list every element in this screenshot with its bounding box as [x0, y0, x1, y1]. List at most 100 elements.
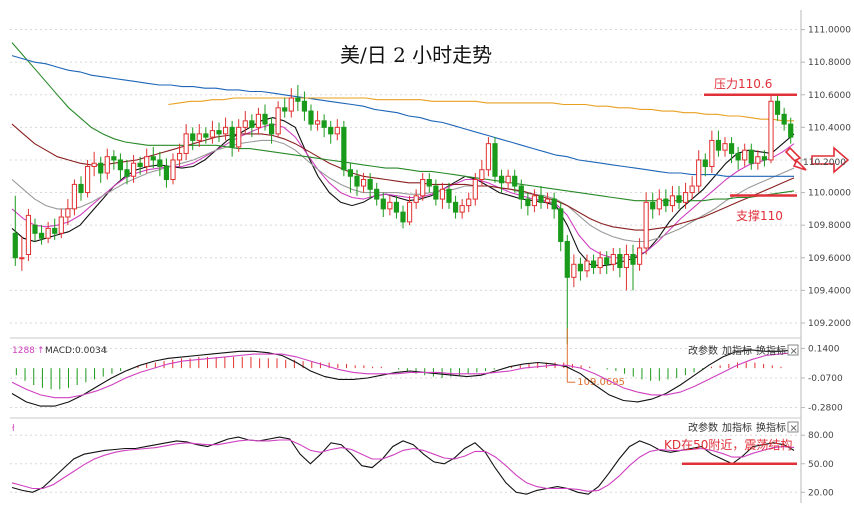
- cut-tick-label: 110.2000: [803, 158, 846, 168]
- main-tick-label: 111.0000: [808, 26, 851, 36]
- candle-up: [104, 156, 110, 174]
- candle-down: [380, 198, 386, 210]
- macd-gridlines: [10, 347, 801, 409]
- candle-up: [485, 143, 492, 171]
- kd-add-indicator-button[interactable]: 加指标: [722, 421, 752, 434]
- candle-up: [71, 183, 78, 210]
- main-tick-label: 110.4000: [808, 123, 851, 133]
- candle-down: [354, 175, 360, 187]
- candle-down: [512, 175, 518, 187]
- candle-up: [722, 143, 728, 151]
- macd-down-arrow-icon: ↓: [102, 346, 110, 356]
- candle-up: [176, 152, 183, 161]
- macd-close-button[interactable]: [787, 344, 799, 356]
- candle-up: [636, 247, 643, 265]
- candle-down: [347, 169, 354, 177]
- candle-up: [669, 195, 676, 207]
- candle-up: [406, 201, 413, 223]
- kd-note-label: KD在50附近，震荡结构: [664, 437, 792, 452]
- candle-down: [163, 165, 170, 181]
- macd-add-indicator-button[interactable]: 加指标: [722, 344, 752, 357]
- moving-average-black: [11, 117, 795, 267]
- candle-down: [367, 179, 373, 190]
- candle-down: [577, 263, 584, 272]
- candle-down: [12, 232, 18, 259]
- candle-up: [144, 156, 150, 167]
- candle-down: [551, 198, 557, 210]
- candle-up: [459, 205, 465, 213]
- moving-average-magenta: [11, 123, 795, 259]
- macd-tick-label: -0.0700: [808, 374, 843, 384]
- candle-up: [236, 126, 242, 148]
- candle-down: [249, 120, 255, 128]
- down-arrow-icon: [784, 146, 807, 171]
- candle-up: [420, 179, 426, 197]
- candle-up: [222, 126, 229, 135]
- candle-down: [774, 100, 781, 115]
- candle-up: [623, 254, 630, 269]
- kd-tick-label: 80.00: [808, 431, 834, 441]
- macd-histogram: [15, 356, 782, 390]
- chart-title: 美/日 2 小时走势: [340, 43, 492, 67]
- candle-up: [571, 263, 577, 278]
- candle-down: [617, 254, 623, 269]
- candle-up: [755, 156, 761, 164]
- candle-up: [183, 133, 189, 154]
- candle-down: [262, 113, 268, 125]
- kd-switch-indicator-button[interactable]: 换指标: [756, 421, 786, 434]
- candle-down: [788, 123, 794, 138]
- kd-tick-label: 50.00: [808, 460, 834, 470]
- kd-d-line: [11, 439, 795, 492]
- moving-average-blue: [11, 55, 794, 177]
- candle-down: [564, 240, 570, 278]
- moving-average-lines: [11, 42, 795, 267]
- candle-down: [426, 179, 432, 187]
- macd-switch-indicator-button[interactable]: 换指标: [756, 344, 786, 357]
- macd-change-params-button[interactable]: 改参数: [688, 344, 718, 357]
- candle-up: [584, 260, 590, 272]
- candle-up: [682, 192, 689, 203]
- candle-up: [45, 227, 51, 239]
- candle-up: [91, 162, 97, 167]
- kd-close-button[interactable]: [787, 421, 799, 433]
- main-y-tick-labels: 111.0000 110.8000 110.6000 110.4000 110.0000…: [801, 26, 851, 329]
- macd-y-tick-labels: 0.1400 -0.0700 -0.2800: [801, 344, 843, 414]
- candle-up: [643, 201, 649, 249]
- candle-up: [242, 120, 248, 128]
- kd-k-line: [11, 436, 795, 495]
- candle-up: [656, 198, 662, 210]
- main-gridlines: [10, 29, 801, 324]
- macd-close-icon: ×: [790, 346, 798, 357]
- main-tick-label: 109.2000: [808, 319, 851, 329]
- main-tick-label: 110.0000: [808, 189, 851, 199]
- candle-down: [452, 201, 459, 213]
- kd-close-icon: ×: [790, 423, 798, 434]
- candle-up: [334, 126, 340, 135]
- candle-up: [58, 216, 64, 234]
- candle-down: [446, 188, 452, 203]
- kd-change-params-button[interactable]: 改参数: [688, 421, 718, 434]
- candle-down: [374, 188, 380, 200]
- candle-down: [150, 156, 156, 161]
- candle-down: [525, 198, 531, 207]
- candle-up: [25, 214, 32, 256]
- candle-down: [781, 113, 787, 125]
- candle-up: [505, 175, 511, 184]
- macd-header-prefix: 1288: [12, 346, 35, 356]
- candle-up: [196, 133, 202, 141]
- candle-down: [117, 159, 124, 171]
- candlestick-series: [12, 84, 794, 345]
- kd-gridlines: [10, 434, 801, 493]
- candle-up: [170, 159, 176, 181]
- candle-down: [735, 152, 741, 161]
- support-label: 支撑110: [736, 208, 783, 223]
- macd-dea-line: [11, 352, 795, 399]
- candle-up: [360, 179, 367, 187]
- candle-up: [466, 198, 472, 207]
- candle-up: [544, 198, 551, 203]
- candle-down: [308, 110, 314, 125]
- candle-up: [288, 97, 294, 112]
- candle-up: [314, 120, 321, 125]
- candle-down: [748, 149, 754, 164]
